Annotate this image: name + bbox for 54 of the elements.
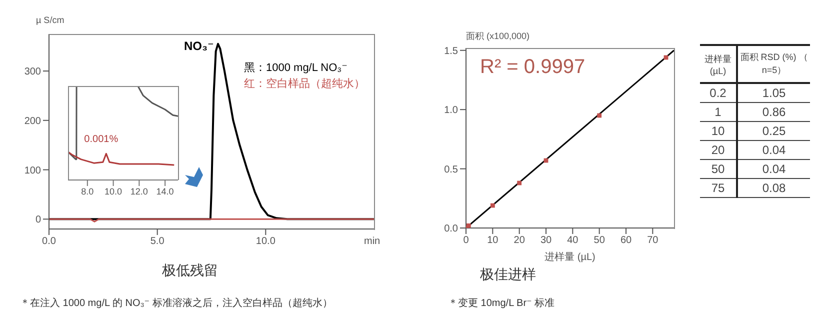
series-label: 黑：1000 mg/L NO₃⁻ bbox=[244, 62, 348, 74]
data-label: 0.04 bbox=[737, 140, 810, 160]
x-tick-label: 8.0 bbox=[81, 186, 94, 196]
x-tick-label: 0 bbox=[463, 235, 470, 246]
annotation: R² = 0.9997 bbox=[480, 56, 586, 78]
category-label: 50 bbox=[700, 160, 737, 178]
x-axis-title: min bbox=[364, 236, 380, 247]
x-tick-label: 5.0 bbox=[150, 236, 165, 248]
category-label: 0.2 bbox=[700, 83, 737, 102]
category-label: 10 bbox=[700, 122, 737, 140]
y-axis-title: 面积 (x100,000) bbox=[466, 31, 530, 41]
x-tick-label: 12.0 bbox=[130, 186, 148, 196]
text: 面积 RSD (%) （ n=5） bbox=[740, 52, 808, 75]
text: 进样量 (µL) bbox=[704, 54, 732, 76]
y-axis-title: µ S/cm bbox=[36, 15, 64, 25]
y-tick-label: 0.0 bbox=[444, 224, 458, 235]
y-tick-label: 1.0 bbox=[444, 105, 458, 116]
x-tick-label: 20 bbox=[514, 235, 526, 246]
annotation: NO₃⁻ bbox=[184, 38, 214, 53]
x-tick-label: 10.0 bbox=[104, 186, 122, 196]
y-tick-label: 300 bbox=[24, 66, 42, 78]
y-tick-label: 0 bbox=[35, 214, 42, 226]
point bbox=[466, 223, 471, 228]
category-label: 1 bbox=[700, 102, 737, 122]
data-label: 0.86 bbox=[737, 102, 810, 122]
x-tick-label: 70 bbox=[647, 235, 659, 246]
x-tick-label: 0.0 bbox=[42, 236, 56, 248]
text: ＊在注入 1000 mg/L 的 NO₃⁻ 标准溶液之后，注入空白样品（超纯水） bbox=[20, 298, 332, 309]
y-tick-label: 200 bbox=[24, 116, 42, 127]
text: ＊变更 10mg/L Br⁻ 标准 bbox=[448, 298, 555, 309]
x-tick-label: 60 bbox=[620, 235, 632, 246]
point bbox=[597, 113, 602, 118]
x-tick-label: 14.0 bbox=[156, 186, 174, 196]
y-tick-label: 0.5 bbox=[444, 164, 458, 176]
data-label: 0.25 bbox=[737, 122, 810, 140]
category-label: 75 bbox=[700, 178, 737, 198]
x-axis-title: 进样量 (µL) bbox=[544, 252, 596, 263]
text: 极佳进样 bbox=[480, 266, 536, 282]
data-label: 0.04 bbox=[737, 160, 810, 178]
annotation: 0.001% bbox=[84, 134, 118, 145]
data-label: 1.05 bbox=[737, 83, 810, 102]
x-tick-label: 40 bbox=[567, 235, 579, 246]
text: 红：空白样品（超纯水） bbox=[244, 78, 365, 90]
text: 极低残留 bbox=[162, 262, 218, 278]
point bbox=[490, 203, 495, 208]
x-tick-label: 10 bbox=[487, 235, 499, 246]
data-label: 0.08 bbox=[737, 178, 810, 198]
x-tick-label: 30 bbox=[540, 235, 552, 246]
x-tick-label: 10.0 bbox=[256, 236, 276, 248]
y-tick-label: 100 bbox=[24, 165, 42, 176]
category-label: 20 bbox=[700, 140, 737, 160]
y-tick-label: 1.5 bbox=[444, 46, 458, 57]
point bbox=[517, 180, 522, 186]
x-tick-label: 50 bbox=[594, 235, 606, 246]
